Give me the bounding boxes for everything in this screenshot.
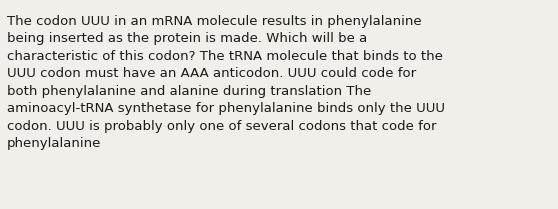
Text: The codon UUU in an mRNA molecule results in phenylalanine
being inserted as the: The codon UUU in an mRNA molecule result… — [7, 15, 445, 150]
